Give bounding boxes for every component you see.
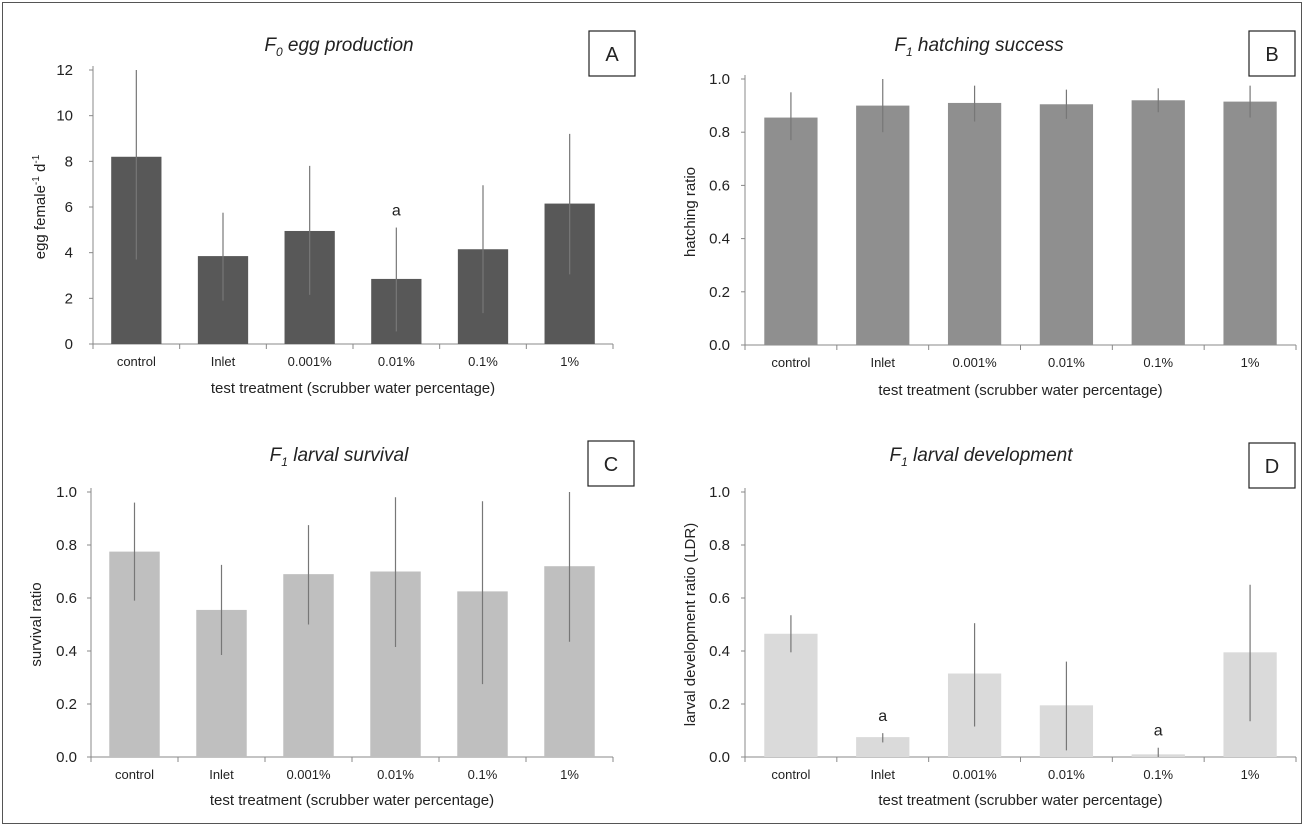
panel-d-xtick-label: 0.1%: [1143, 767, 1173, 782]
panel-a-ytick-label: 2: [65, 290, 73, 307]
panel-c-y-axis-label: survival ratio: [28, 582, 45, 666]
panel-a-xtick-label: control: [117, 354, 156, 369]
panel-d-significance-label: a: [1154, 723, 1163, 740]
panel-c-title: F1 larval survival: [270, 445, 409, 469]
panel-d-x-axis-label: test treatment (scrubber water percentag…: [878, 792, 1162, 809]
panel-c-ytick-label: 0.2: [56, 696, 77, 713]
panel-d-ytick-label: 0.8: [709, 537, 730, 554]
panel-d-xtick-label: 0.01%: [1048, 767, 1085, 782]
panel-a-letter: A: [605, 44, 619, 66]
panel-b-title: F1 hatching success: [894, 35, 1064, 59]
panel-d-ytick-label: 0.2: [709, 696, 730, 713]
panel-b-xtick-label: 0.01%: [1048, 355, 1085, 370]
panel-a-xtick-label: 0.001%: [288, 354, 333, 369]
panel-b-bar: [1132, 100, 1185, 345]
panel-c-xtick-label: control: [115, 767, 154, 782]
panel-c-ytick-label: 0.0: [56, 749, 77, 766]
panel-d-ytick-label: 1.0: [709, 484, 730, 501]
panel-b-ytick-label: 1.0: [709, 71, 730, 88]
panel-a-title: F0 egg production: [264, 35, 413, 59]
chart-canvas: F0 egg production A 0 2 4 6 8 10 12 control Inlet 0…: [3, 3, 1303, 825]
panel-b-xtick-label: control: [771, 355, 810, 370]
panel-c-x-axis-label: test treatment (scrubber water percentag…: [210, 792, 494, 809]
panel-b-ytick-label: 0.8: [709, 124, 730, 141]
panel-a-xtick-label: Inlet: [211, 354, 236, 369]
panel-b-xtick-label: 0.001%: [953, 355, 998, 370]
panel-b-letter: B: [1265, 44, 1278, 66]
panel-a-ytick-label: 12: [56, 62, 73, 79]
panel-c-letter: C: [604, 454, 618, 476]
panel-a-x-axis-label: test treatment (scrubber water percentag…: [211, 380, 495, 397]
panel-a-ytick-label: 4: [65, 245, 73, 262]
panel-d-xtick-label: Inlet: [870, 767, 895, 782]
panel-c-xtick-label: 0.01%: [377, 767, 414, 782]
panel-a-xtick-label: 0.1%: [468, 354, 498, 369]
panel-a-ytick-label: 10: [56, 108, 73, 125]
panel-b-xtick-label: 1%: [1241, 355, 1260, 370]
panel-b-bar: [1040, 104, 1093, 345]
panel-c-ytick-label: 0.4: [56, 643, 77, 660]
panel-b-y-axis-label: hatching ratio: [682, 167, 699, 257]
panel-b-ytick-label: 0.2: [709, 284, 730, 301]
panel-c-ytick-label: 0.6: [56, 590, 77, 607]
panel-b-xtick-label: 0.1%: [1143, 355, 1173, 370]
panel-d-letter: D: [1265, 456, 1279, 478]
panel-c-ytick-label: 0.8: [56, 537, 77, 554]
panel-b-x-axis-label: test treatment (scrubber water percentag…: [878, 382, 1162, 399]
panel-d-xtick-label: control: [771, 767, 810, 782]
panel-d-xtick-label: 0.001%: [953, 767, 998, 782]
panel-b-bar: [1223, 102, 1276, 345]
panel-a-ytick-label: 6: [65, 199, 73, 216]
panel-a-ytick-label: 8: [65, 153, 73, 170]
panel-c-xtick-label: 0.001%: [286, 767, 331, 782]
panel-a-xtick-label: 1%: [560, 354, 579, 369]
panel-a-significance-label: a: [392, 203, 401, 220]
panel-c-xtick-label: 1%: [560, 767, 579, 782]
panel-c-ytick-label: 1.0: [56, 484, 77, 501]
panel-b-ytick-label: 0.4: [709, 231, 730, 248]
panel-b-bar: [856, 106, 909, 345]
panel-b-xtick-label: Inlet: [870, 355, 895, 370]
panel-d-title: F1 larval development: [889, 445, 1073, 469]
panel-d-xtick-label: 1%: [1241, 767, 1260, 782]
panel-a-xtick-label: 0.01%: [378, 354, 415, 369]
panel-a-ytick-label: 0: [65, 336, 73, 353]
panel-b-ytick-label: 0.6: [709, 177, 730, 194]
panel-a-y-axis-label: egg female-1 d-1: [31, 154, 49, 259]
panel-d-significance-label: a: [878, 708, 887, 725]
panel-d-ytick-label: 0.4: [709, 643, 730, 660]
panel-b-bar: [764, 118, 817, 345]
panel-b-bar: [948, 103, 1001, 345]
panel-b-ytick-label: 0.0: [709, 337, 730, 354]
panel-c-xtick-label: 0.1%: [468, 767, 498, 782]
panel-d-ytick-label: 0.6: [709, 590, 730, 607]
panel-c-xtick-label: Inlet: [209, 767, 234, 782]
panel-d-ytick-label: 0.0: [709, 749, 730, 766]
panel-d-y-axis-label: larval development ratio (LDR): [682, 523, 699, 726]
